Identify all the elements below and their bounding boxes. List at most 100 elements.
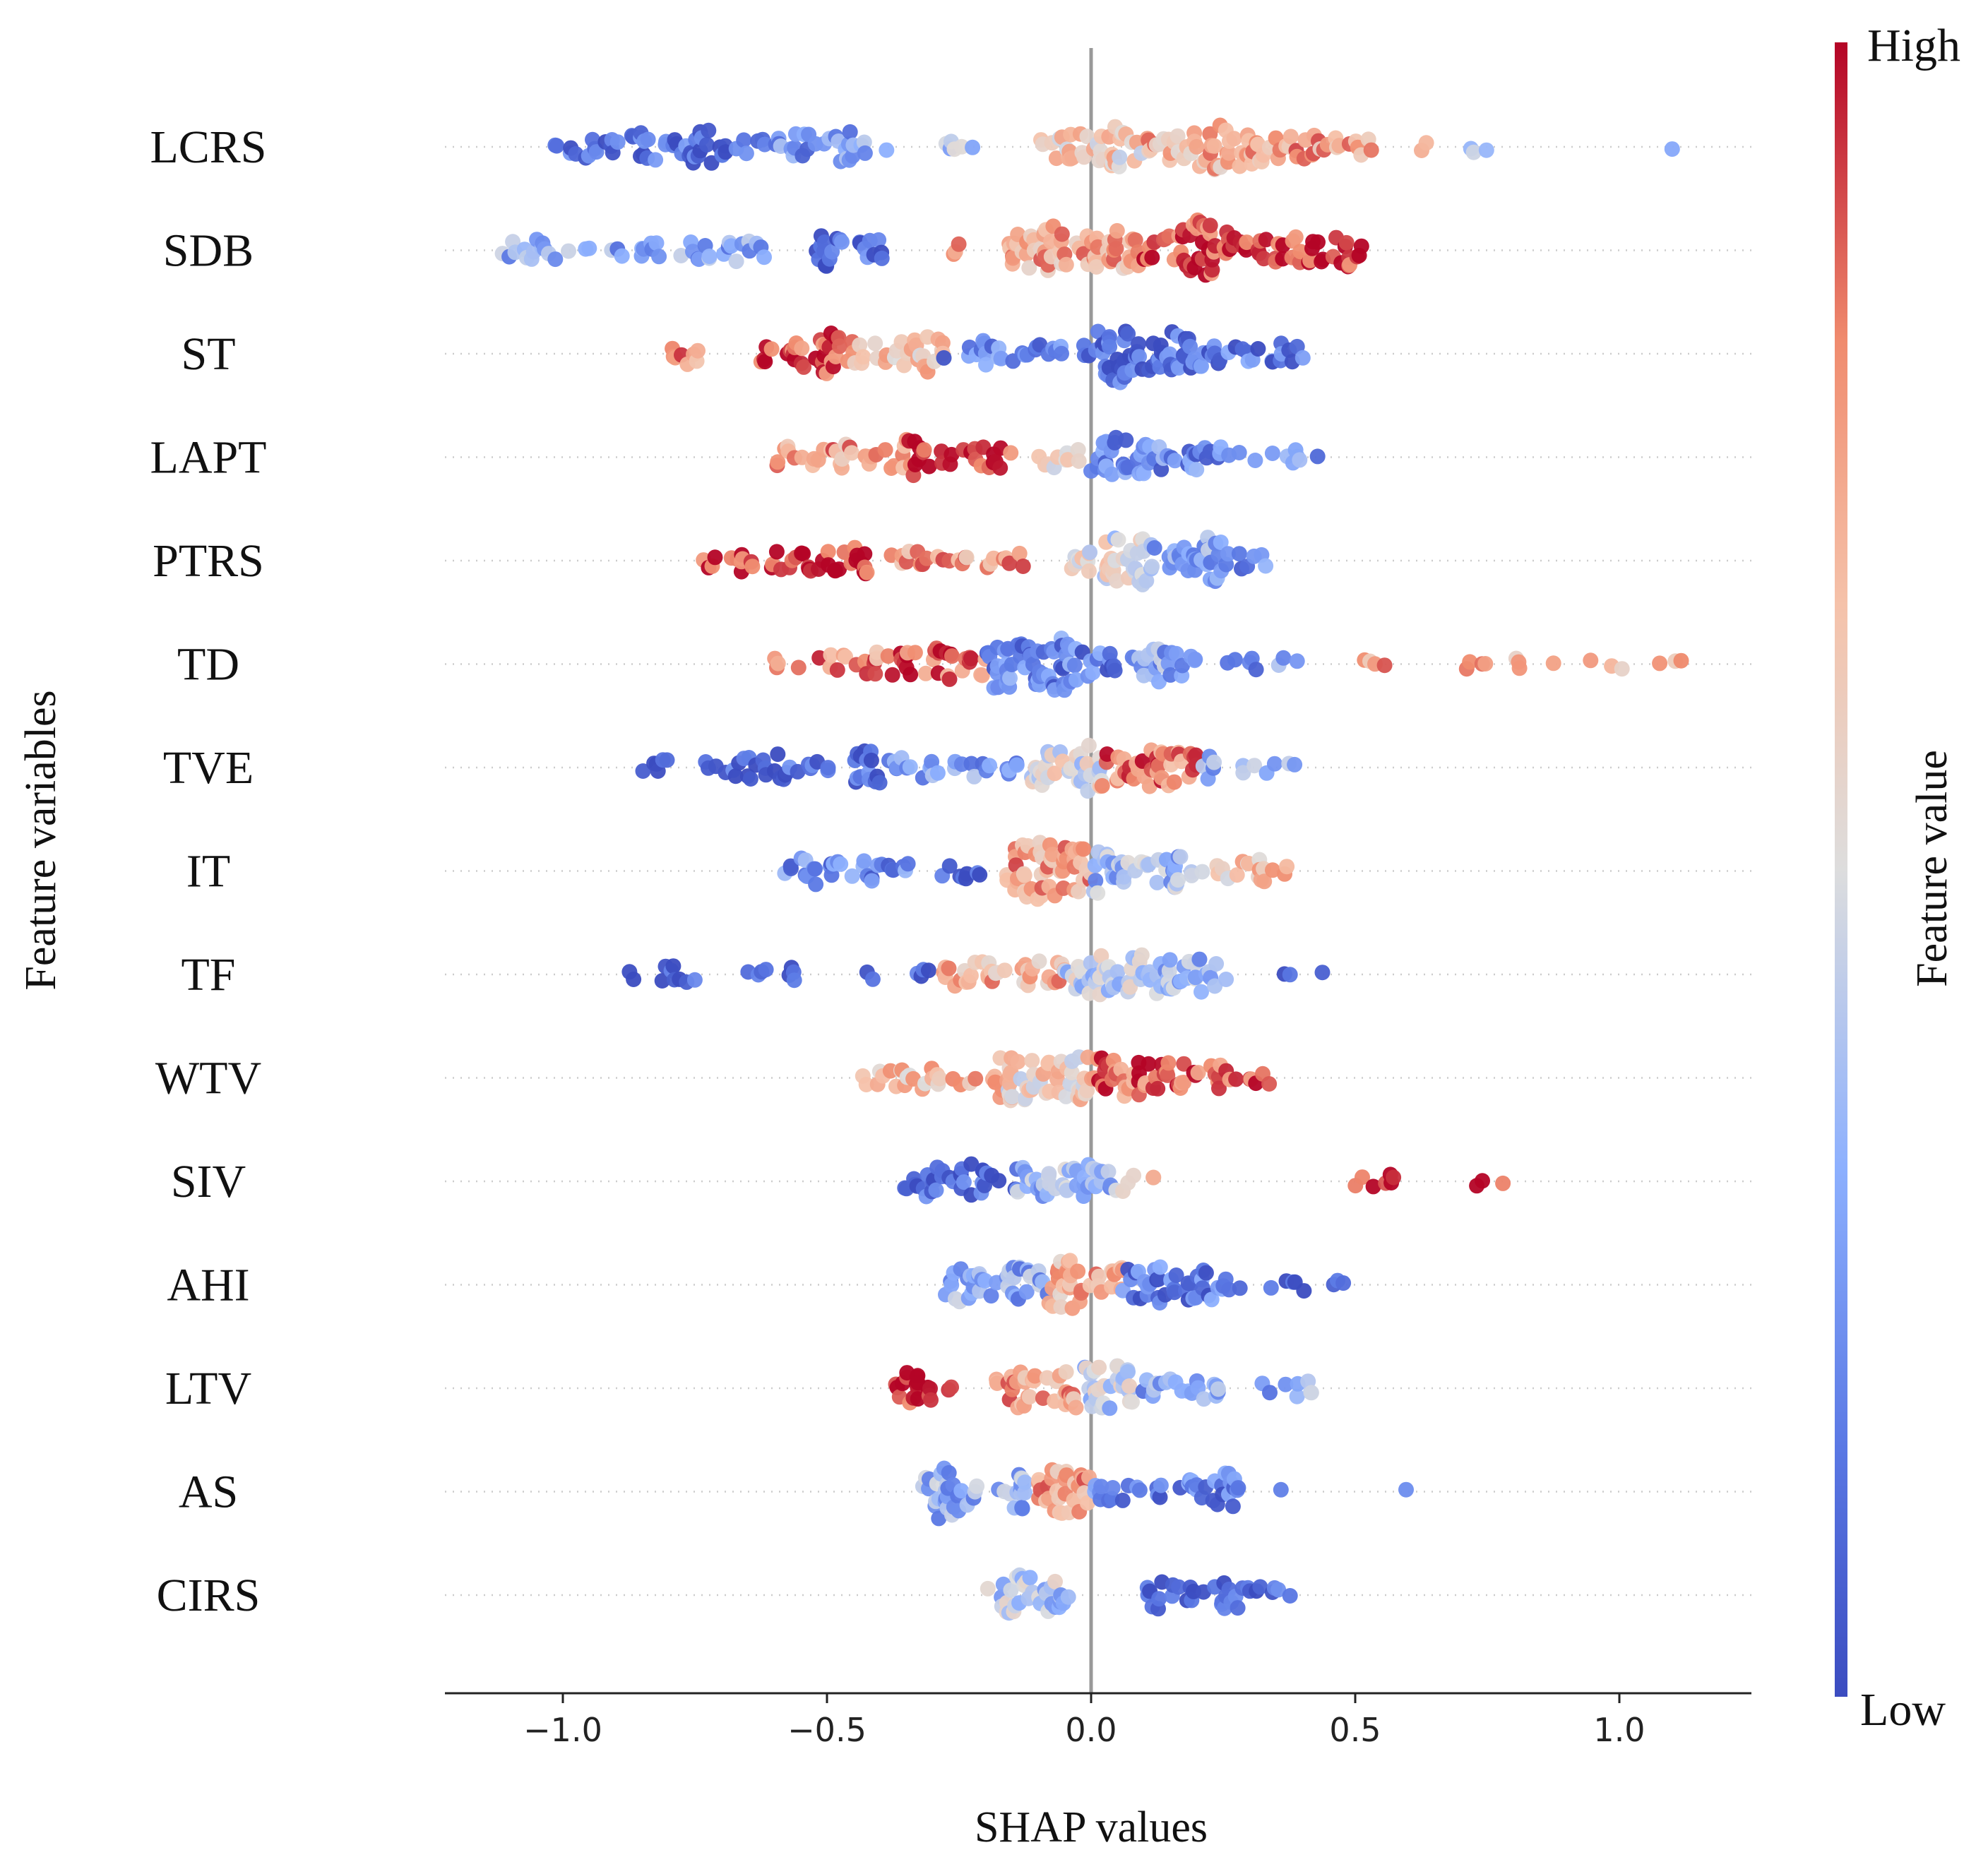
data-point: [703, 155, 720, 171]
data-point: [857, 145, 873, 161]
data-point: [1355, 1169, 1370, 1186]
data-point: [1176, 1075, 1192, 1090]
data-point: [614, 248, 630, 264]
data-point: [770, 655, 786, 672]
feature-points: [635, 737, 1303, 799]
x-tick-label: −1.0: [523, 1711, 602, 1749]
data-point: [1053, 1299, 1069, 1315]
data-point: [1338, 234, 1355, 251]
data-point: [1066, 657, 1083, 674]
feature-label: SIV: [171, 1156, 246, 1207]
data-point: [1160, 1067, 1176, 1083]
x-tick-label: −0.5: [787, 1711, 867, 1749]
data-point: [963, 650, 979, 667]
data-point: [1104, 466, 1120, 482]
data-point: [1150, 758, 1167, 774]
data-point: [968, 1070, 984, 1087]
data-point: [965, 139, 981, 155]
data-point: [820, 544, 836, 560]
colorbar-high-label: High: [1867, 20, 1960, 71]
data-point: [1226, 131, 1242, 147]
data-point: [1363, 142, 1379, 158]
data-point: [1081, 563, 1097, 579]
data-point: [978, 357, 994, 373]
data-point: [1207, 978, 1223, 994]
data-point: [1652, 655, 1668, 672]
data-point: [931, 1070, 948, 1087]
data-point: [922, 1380, 938, 1397]
data-point: [974, 667, 990, 684]
data-point: [1015, 559, 1031, 574]
data-point: [929, 765, 946, 781]
data-point: [763, 341, 780, 357]
data-point: [951, 236, 967, 252]
data-point: [1022, 1570, 1038, 1586]
data-point: [1079, 1495, 1095, 1511]
data-point: [690, 342, 706, 359]
feature-label: SDB: [163, 225, 254, 277]
data-point: [1153, 1477, 1169, 1493]
data-point: [1088, 259, 1105, 275]
data-point: [1310, 234, 1326, 250]
data-point: [1511, 660, 1528, 676]
data-point: [1167, 453, 1183, 469]
data-point: [989, 1375, 1005, 1391]
data-point: [1141, 778, 1157, 794]
feature-points: [777, 835, 1295, 907]
data-point: [1152, 1259, 1168, 1275]
data-point: [871, 232, 887, 248]
data-point: [824, 244, 840, 260]
data-point: [1309, 448, 1326, 465]
data-point: [1282, 967, 1298, 983]
data-point: [1239, 234, 1255, 251]
data-point: [1258, 558, 1274, 574]
data-point: [844, 445, 859, 461]
data-point: [790, 763, 806, 780]
data-point: [790, 660, 806, 676]
data-point: [1230, 1480, 1246, 1496]
data-point: [923, 1392, 939, 1408]
data-point: [1289, 653, 1305, 669]
data-point: [1182, 338, 1198, 354]
data-point: [1081, 737, 1097, 753]
data-point: [1110, 532, 1126, 548]
data-point: [1100, 1164, 1117, 1180]
data-point: [1002, 670, 1018, 686]
data-point: [1064, 1065, 1080, 1081]
data-point: [659, 752, 675, 768]
data-point: [842, 124, 858, 140]
data-point: [665, 958, 681, 974]
data-point: [874, 250, 890, 266]
data-point: [1279, 859, 1295, 875]
data-point: [1162, 667, 1179, 683]
data-point: [1047, 765, 1063, 782]
data-point: [1282, 1588, 1298, 1604]
data-point: [856, 853, 872, 869]
data-point: [928, 1182, 944, 1198]
data-point: [1262, 1385, 1278, 1401]
feature-points: [696, 530, 1274, 592]
data-point: [1146, 540, 1162, 556]
data-point: [1054, 345, 1069, 362]
data-point: [931, 1510, 947, 1527]
data-points: [494, 117, 1689, 1621]
data-point: [1071, 453, 1087, 469]
data-point: [1475, 1173, 1490, 1189]
data-point: [1024, 1053, 1040, 1069]
data-point: [1079, 1082, 1095, 1099]
data-point: [900, 856, 916, 872]
data-point: [877, 442, 893, 458]
data-point: [770, 746, 786, 763]
data-point: [864, 971, 881, 987]
data-point: [1314, 965, 1331, 981]
data-point: [972, 866, 988, 883]
data-point: [1079, 756, 1095, 772]
data-point: [1001, 555, 1018, 571]
data-point: [1478, 142, 1494, 158]
data-point: [1256, 873, 1273, 890]
feature-label: TF: [181, 949, 235, 1001]
data-point: [903, 667, 919, 683]
data-point: [1131, 336, 1147, 352]
data-point: [958, 549, 975, 566]
data-point: [1246, 758, 1263, 774]
